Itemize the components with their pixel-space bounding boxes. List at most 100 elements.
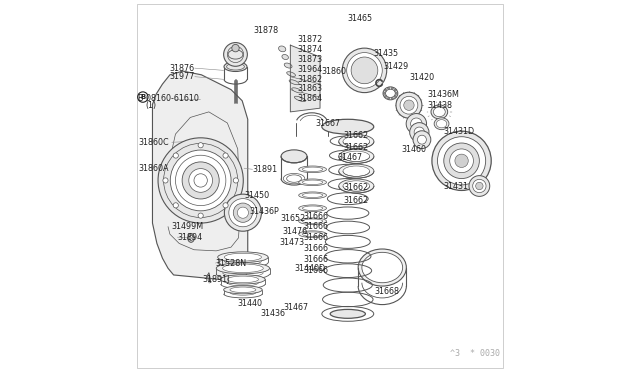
Circle shape bbox=[163, 178, 168, 183]
Circle shape bbox=[450, 149, 474, 173]
Text: 31891J: 31891J bbox=[202, 275, 230, 284]
Text: 31668: 31668 bbox=[375, 287, 400, 296]
Ellipse shape bbox=[302, 219, 323, 224]
Ellipse shape bbox=[339, 179, 374, 193]
Text: 31528N: 31528N bbox=[216, 259, 246, 267]
Ellipse shape bbox=[223, 264, 263, 273]
Text: 31862: 31862 bbox=[298, 75, 323, 84]
Circle shape bbox=[232, 44, 239, 52]
Ellipse shape bbox=[223, 286, 262, 294]
Ellipse shape bbox=[289, 80, 299, 85]
Ellipse shape bbox=[299, 218, 326, 225]
Polygon shape bbox=[152, 71, 248, 280]
Ellipse shape bbox=[227, 276, 259, 283]
Text: 31876: 31876 bbox=[170, 64, 195, 73]
Ellipse shape bbox=[299, 192, 326, 199]
Ellipse shape bbox=[221, 275, 265, 284]
Ellipse shape bbox=[322, 119, 374, 134]
Text: 31872: 31872 bbox=[298, 35, 323, 44]
Text: 31666: 31666 bbox=[303, 212, 328, 221]
Circle shape bbox=[391, 87, 394, 90]
Circle shape bbox=[198, 213, 204, 218]
Ellipse shape bbox=[299, 179, 326, 186]
Ellipse shape bbox=[218, 252, 268, 263]
Ellipse shape bbox=[358, 249, 406, 286]
Text: 31436P: 31436P bbox=[250, 207, 279, 216]
Circle shape bbox=[394, 89, 396, 92]
Circle shape bbox=[383, 92, 385, 94]
Circle shape bbox=[173, 153, 179, 158]
Ellipse shape bbox=[302, 180, 323, 185]
Circle shape bbox=[394, 95, 396, 97]
Ellipse shape bbox=[385, 89, 396, 97]
Text: 31467: 31467 bbox=[283, 303, 308, 312]
Circle shape bbox=[400, 96, 418, 114]
Ellipse shape bbox=[299, 166, 326, 173]
Text: 31431D: 31431D bbox=[443, 126, 474, 136]
Circle shape bbox=[387, 87, 390, 90]
Circle shape bbox=[351, 57, 378, 84]
Circle shape bbox=[432, 131, 492, 190]
Text: 31429: 31429 bbox=[384, 62, 409, 71]
Text: 31662: 31662 bbox=[343, 196, 368, 205]
Text: 31891: 31891 bbox=[253, 165, 278, 174]
Text: 31662: 31662 bbox=[343, 142, 368, 151]
Text: 31864: 31864 bbox=[298, 94, 323, 103]
Ellipse shape bbox=[278, 46, 286, 52]
Text: 31436: 31436 bbox=[260, 310, 285, 318]
Text: 31450: 31450 bbox=[244, 191, 270, 200]
Circle shape bbox=[396, 92, 397, 94]
Ellipse shape bbox=[436, 120, 447, 128]
Text: 31438: 31438 bbox=[428, 101, 452, 110]
Text: 31666: 31666 bbox=[303, 244, 328, 253]
Circle shape bbox=[233, 178, 239, 183]
Circle shape bbox=[417, 135, 426, 144]
Text: 31860: 31860 bbox=[321, 67, 346, 76]
Ellipse shape bbox=[216, 263, 269, 274]
Ellipse shape bbox=[299, 205, 326, 212]
Ellipse shape bbox=[339, 149, 374, 163]
Circle shape bbox=[189, 169, 212, 192]
Text: 31666: 31666 bbox=[303, 255, 328, 264]
Circle shape bbox=[182, 162, 219, 199]
Ellipse shape bbox=[287, 72, 296, 76]
Circle shape bbox=[444, 143, 479, 179]
Text: 31667: 31667 bbox=[316, 119, 340, 128]
Text: 31878: 31878 bbox=[253, 26, 278, 35]
Text: 31435: 31435 bbox=[374, 49, 399, 58]
Polygon shape bbox=[291, 45, 320, 112]
Ellipse shape bbox=[433, 107, 445, 117]
Text: 31440D: 31440D bbox=[295, 264, 326, 273]
Circle shape bbox=[198, 142, 204, 148]
Circle shape bbox=[223, 153, 228, 158]
Circle shape bbox=[173, 203, 179, 208]
Circle shape bbox=[237, 207, 248, 218]
Ellipse shape bbox=[188, 234, 195, 242]
Circle shape bbox=[410, 123, 429, 142]
Circle shape bbox=[391, 97, 394, 99]
Text: ^3  * 0030: ^3 * 0030 bbox=[450, 349, 500, 358]
Circle shape bbox=[225, 194, 262, 231]
Ellipse shape bbox=[302, 193, 323, 198]
Circle shape bbox=[223, 203, 228, 208]
Ellipse shape bbox=[339, 135, 374, 148]
Ellipse shape bbox=[302, 206, 323, 211]
Ellipse shape bbox=[189, 235, 193, 241]
Text: 31666: 31666 bbox=[303, 232, 328, 242]
Text: 31465: 31465 bbox=[348, 14, 373, 23]
Text: 31476: 31476 bbox=[282, 227, 307, 236]
Text: 31874: 31874 bbox=[298, 45, 323, 54]
Ellipse shape bbox=[343, 137, 370, 147]
Ellipse shape bbox=[292, 88, 302, 93]
Text: (1): (1) bbox=[145, 101, 156, 110]
Circle shape bbox=[414, 127, 424, 137]
Circle shape bbox=[413, 131, 431, 148]
Circle shape bbox=[396, 92, 422, 118]
Text: 31662: 31662 bbox=[343, 183, 368, 192]
Ellipse shape bbox=[230, 287, 256, 292]
Circle shape bbox=[233, 203, 253, 222]
Text: 31894: 31894 bbox=[177, 232, 202, 242]
Text: 31473: 31473 bbox=[279, 238, 305, 247]
Ellipse shape bbox=[343, 181, 370, 191]
Ellipse shape bbox=[284, 63, 292, 68]
